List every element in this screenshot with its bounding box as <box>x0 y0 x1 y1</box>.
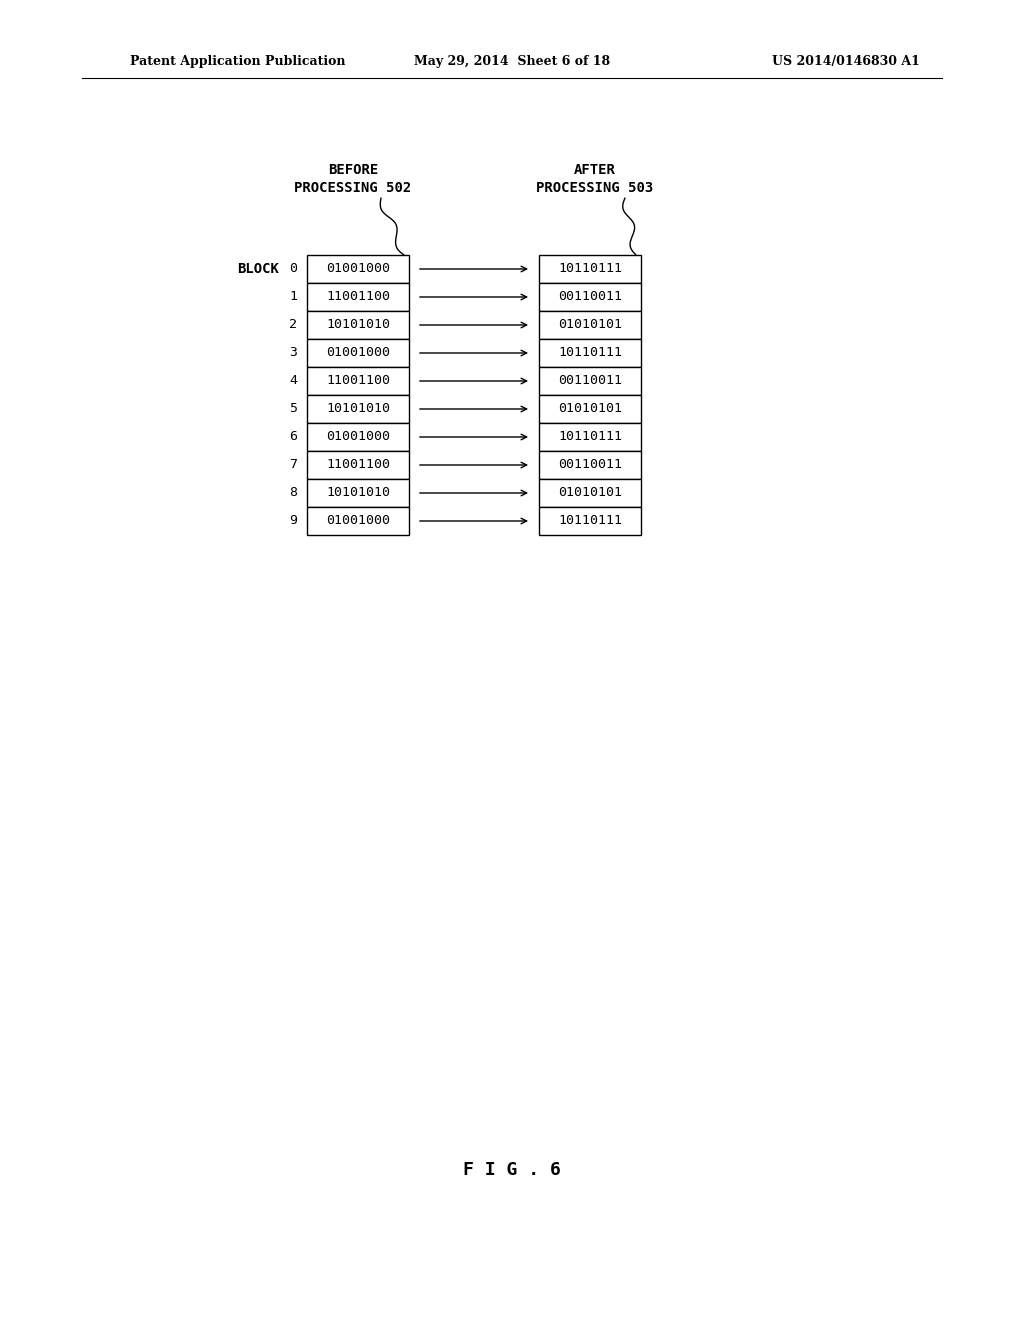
Bar <box>307 367 409 395</box>
Text: 10110111: 10110111 <box>558 346 622 359</box>
Text: AFTER: AFTER <box>574 162 616 177</box>
Text: 2: 2 <box>289 318 297 331</box>
Text: 01010101: 01010101 <box>558 487 622 499</box>
Bar <box>307 479 409 507</box>
Text: PROCESSING 502: PROCESSING 502 <box>294 181 412 195</box>
Text: 1: 1 <box>289 290 297 304</box>
Text: 4: 4 <box>289 375 297 388</box>
Text: 5: 5 <box>289 403 297 416</box>
Text: PROCESSING 503: PROCESSING 503 <box>537 181 653 195</box>
Text: 9: 9 <box>289 515 297 528</box>
Text: 00110011: 00110011 <box>558 290 622 304</box>
Text: 8: 8 <box>289 487 297 499</box>
Text: 3: 3 <box>289 346 297 359</box>
Bar <box>307 422 409 451</box>
Text: 01010101: 01010101 <box>558 318 622 331</box>
Text: 10110111: 10110111 <box>558 430 622 444</box>
Text: 11001100: 11001100 <box>326 458 390 471</box>
Text: 10101010: 10101010 <box>326 487 390 499</box>
Text: 00110011: 00110011 <box>558 375 622 388</box>
Bar <box>539 312 641 339</box>
Text: 00110011: 00110011 <box>558 458 622 471</box>
Bar <box>539 479 641 507</box>
Text: BLOCK: BLOCK <box>237 261 279 276</box>
Text: 01001000: 01001000 <box>326 430 390 444</box>
Text: F I G . 6: F I G . 6 <box>463 1162 561 1179</box>
Text: 11001100: 11001100 <box>326 375 390 388</box>
Text: May 29, 2014  Sheet 6 of 18: May 29, 2014 Sheet 6 of 18 <box>414 55 610 69</box>
Bar <box>539 507 641 535</box>
Bar <box>539 422 641 451</box>
Text: Patent Application Publication: Patent Application Publication <box>130 55 345 69</box>
Text: US 2014/0146830 A1: US 2014/0146830 A1 <box>772 55 920 69</box>
Bar <box>539 282 641 312</box>
Bar <box>539 451 641 479</box>
Text: 10101010: 10101010 <box>326 403 390 416</box>
Bar <box>307 451 409 479</box>
Bar <box>307 312 409 339</box>
Bar <box>307 255 409 282</box>
Text: 6: 6 <box>289 430 297 444</box>
Text: BEFORE: BEFORE <box>328 162 378 177</box>
Text: 10110111: 10110111 <box>558 263 622 276</box>
Text: 01010101: 01010101 <box>558 403 622 416</box>
Bar <box>539 367 641 395</box>
Text: 01001000: 01001000 <box>326 515 390 528</box>
Bar <box>539 395 641 422</box>
Text: 01001000: 01001000 <box>326 263 390 276</box>
Text: 10101010: 10101010 <box>326 318 390 331</box>
Bar <box>307 339 409 367</box>
Text: 11001100: 11001100 <box>326 290 390 304</box>
Bar <box>307 395 409 422</box>
Text: 7: 7 <box>289 458 297 471</box>
Bar <box>307 282 409 312</box>
Bar <box>307 507 409 535</box>
Text: 01001000: 01001000 <box>326 346 390 359</box>
Text: 10110111: 10110111 <box>558 515 622 528</box>
Text: 0: 0 <box>289 263 297 276</box>
Bar <box>539 255 641 282</box>
Bar <box>539 339 641 367</box>
